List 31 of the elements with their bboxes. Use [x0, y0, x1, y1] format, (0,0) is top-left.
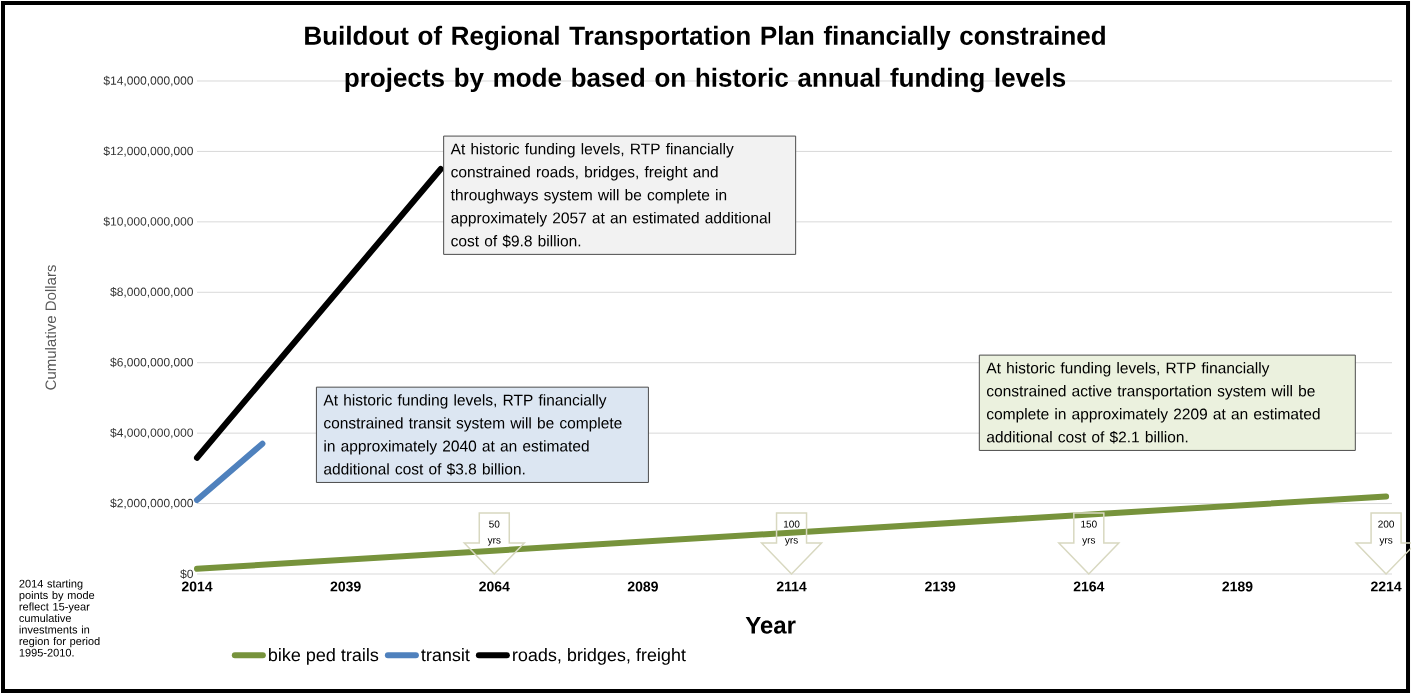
y-tick-label: $4,000,000,000 — [110, 427, 193, 439]
x-tick-label: 2089 — [627, 581, 658, 592]
annotation: At historic funding levels, RTP financially constrained roads, bridges, freight and throughways system will be complete in approximately 2057 at an estimated additional cost of $9.8 billion. — [450, 143, 771, 248]
x-tick-label: 2014 — [181, 581, 213, 592]
annotation: At historic funding levels, RTP financially constrained active transportation system will be complete in approximately 2209 at an estimated additional cost of $2.1 billion. — [986, 362, 1320, 444]
x-tick-label: 2214 — [1370, 581, 1402, 592]
x-tick-label: 2039 — [330, 581, 361, 592]
legend-label: transit — [421, 648, 470, 662]
y-tick-label: $10,000,000,000 — [103, 216, 193, 228]
y-tick-label: $8,000,000,000 — [110, 287, 193, 298]
x-tick-label: 2139 — [925, 581, 956, 592]
y-tick-label: $14,000,000,000 — [103, 75, 193, 87]
x-tick-label: 2064 — [479, 581, 510, 592]
annotation: At historic funding levels, RTP financially constrained transit system will be complete in approximately 2040 at an estimated additional cost of $3.8 billion. — [323, 394, 622, 476]
y-axis-title: Cumulative Dollars — [45, 265, 57, 390]
annotation: 100 yrs — [783, 520, 800, 546]
text: 2014 starting points by mode reflect 15-year cumulative investments in region for period 1995-2010. — [19, 579, 100, 657]
chart-title: Buildout of Regional Transportation Plan financially constrained projects by mode based on historic annual funding levels — [305, 25, 1105, 93]
x-tick-label: 2189 — [1222, 581, 1253, 592]
annotation: 50 yrs — [487, 520, 501, 546]
y-tick-label: $12,000,000,000 — [103, 146, 193, 157]
x-tick-label: 2114 — [776, 581, 807, 592]
x-axis-title: Year — [745, 616, 796, 634]
legend-label: bike ped trails — [268, 648, 379, 665]
y-tick-label: $2,000,000,000 — [110, 498, 193, 509]
y-tick-label: $0 — [180, 569, 194, 579]
x-tick-label: 2164 — [1073, 581, 1105, 592]
legend-label: roads, bridges, freight — [513, 648, 686, 665]
y-tick-label: $6,000,000,000 — [110, 357, 193, 368]
annotation: 200 yrs — [1378, 520, 1395, 546]
annotation: 150 yrs — [1081, 520, 1097, 546]
